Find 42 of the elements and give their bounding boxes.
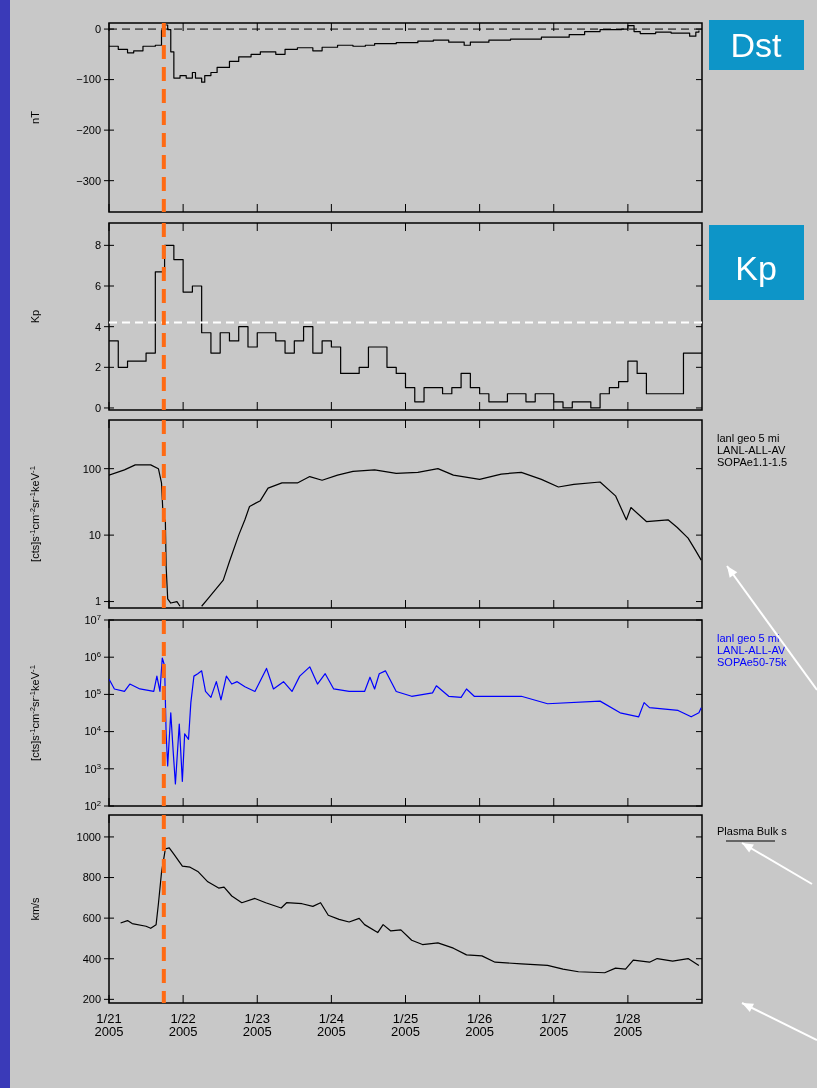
y-tick-label: 100 <box>82 462 101 475</box>
y-axis-title: km/s <box>29 896 41 921</box>
y-tick-label: −100 <box>76 73 101 86</box>
x-tick-label: 1/24 2005 <box>316 1011 346 1039</box>
y-tick-label: 600 <box>82 911 101 924</box>
y-tick-label: 4 <box>94 320 101 333</box>
text: lanl geo 5 mi <box>717 432 780 444</box>
x-tick-label: 1/26 2005 <box>465 1011 495 1039</box>
x-tick-label: 1/25 2005 <box>391 1011 420 1039</box>
y-tick-label: 1000 <box>76 830 101 843</box>
text: Kp <box>735 248 777 287</box>
y-tick-label: 10$^{5}$ <box>84 686 101 701</box>
y-tick-label: 10$^{6}$ <box>84 649 101 664</box>
text: LANL-ALL-AV <box>717 444 786 456</box>
y-tick-label: 2 <box>94 361 101 374</box>
text: LANL-ALL-AV <box>717 644 786 656</box>
y-axis-title: Kp <box>29 309 41 324</box>
y-tick-label: 10$^{3}$ <box>84 761 101 775</box>
legend-label: Plasma Bulk s <box>717 825 788 837</box>
y-tick-label: 200 <box>82 993 101 1006</box>
x-tick-label: 1/28 2005 <box>613 1011 643 1039</box>
y-tick-label: 10$^{2}$ <box>84 798 101 812</box>
y-tick-label: 6 <box>94 279 101 292</box>
y-axis-title: nT <box>29 110 41 124</box>
x-tick-label: 1/27 2005 <box>539 1011 569 1039</box>
y-tick-label: 10$^{4}$ <box>84 723 102 738</box>
y-tick-label: −300 <box>76 174 101 187</box>
text: SOPAe1.1-1.5 <box>717 456 788 468</box>
x-tick-label: 1/21 2005 <box>94 1011 124 1039</box>
y-tick-label: 0 <box>94 401 101 414</box>
y-tick-label: −200 <box>76 123 101 136</box>
y-tick-label: 800 <box>82 871 101 884</box>
x-tick-label: 1/23 2005 <box>242 1011 272 1039</box>
y-tick-label: 1 <box>94 595 101 608</box>
y-tick-label: 400 <box>82 952 101 965</box>
text: SOPAe50-75k <box>717 656 787 668</box>
x-tick-label: 1/22 2005 <box>168 1011 198 1039</box>
y-tick-label: 10 <box>88 528 101 541</box>
text: Dst <box>730 25 783 64</box>
y-tick-label: 10$^{7}$ <box>84 612 101 626</box>
y-tick-label: 8 <box>94 239 101 252</box>
y-tick-label: 0 <box>94 22 101 35</box>
